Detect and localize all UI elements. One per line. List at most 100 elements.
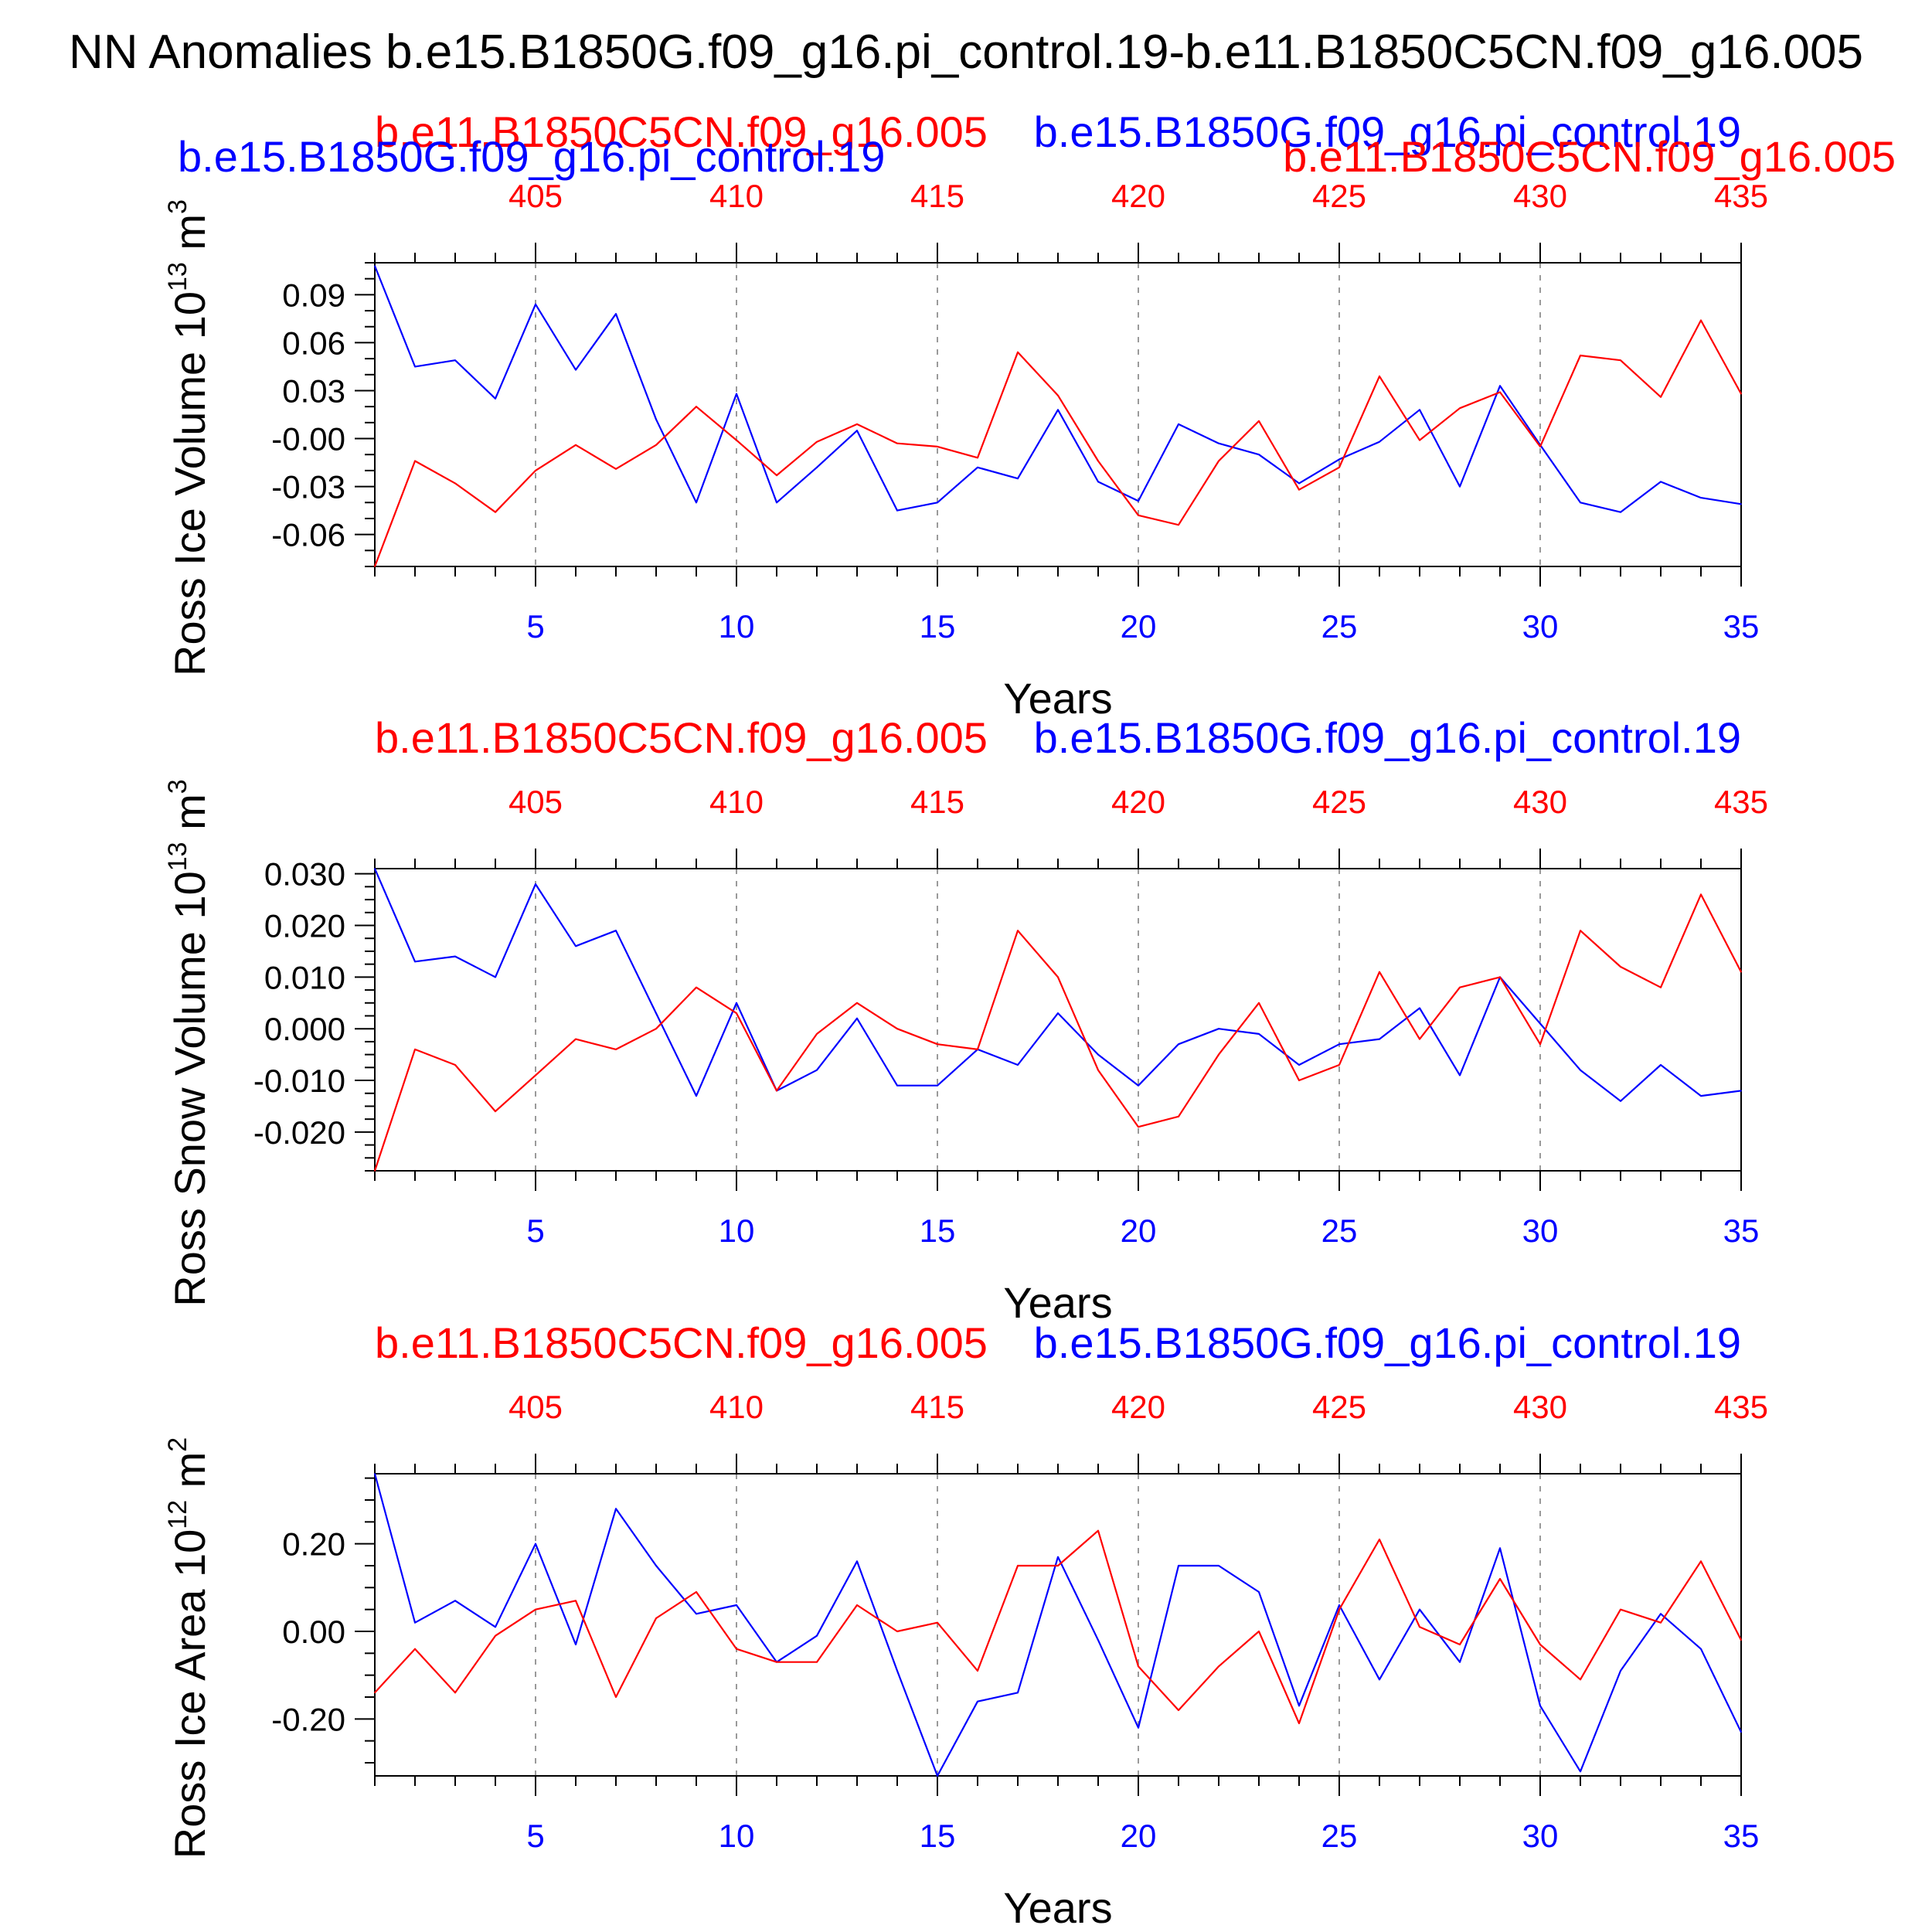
data-point [1057,394,1059,396]
data-point [1740,1090,1742,1092]
data-point [414,1621,416,1624]
data-point [696,502,697,504]
y-axis-label: Ross Ice Area 1012 m2 [163,1437,214,1859]
top-x-tick-label: 420 [1111,784,1165,820]
data-point [1499,1578,1501,1580]
x-tick-label: 5 [526,608,544,645]
top-x-tick-label: 415 [910,1389,964,1425]
data-point [1459,1074,1461,1077]
y-tick-label: 0.00 [282,1614,345,1650]
data-point [655,1012,657,1014]
data-point [495,398,496,400]
data-point [1258,1033,1260,1035]
x-tick-label: 25 [1321,1213,1358,1249]
plot-frame [374,1473,1742,1777]
data-point [736,393,737,395]
data-point [1419,439,1420,441]
data-point [1298,1723,1300,1724]
data-point [1539,1022,1541,1025]
page-title: NN Anomalies b.e15.B1850G.f09_g16.pi_con… [69,26,1863,79]
data-point [1580,1679,1581,1681]
data-point [696,406,697,407]
data-point [1138,1126,1139,1128]
y-tick-label: 0.030 [264,856,345,893]
data-point [414,1648,416,1650]
data-point [1419,1007,1420,1009]
data-point [1138,500,1139,502]
series-header-left: b.e11.B1850C5CN.f09_g16.005 [375,1318,988,1367]
data-point [1539,1644,1541,1645]
data-point [1379,1679,1380,1681]
top-x-tick-label: 425 [1312,784,1366,820]
data-point [977,466,978,468]
data-point [736,439,737,441]
data-point [615,1049,617,1050]
data-point [1620,966,1621,968]
series-line [373,265,1742,513]
top-x-tick-label: 410 [709,178,764,214]
data-point [1700,1560,1702,1563]
x-tick-label: 30 [1522,608,1559,645]
data-point [1700,1648,1702,1650]
top-x-tick-label: 430 [1513,784,1567,820]
top-x-tick-label: 405 [509,784,563,820]
data-point [1298,1064,1300,1066]
data-point [1298,482,1300,485]
data-point [374,868,376,869]
data-point [1258,1591,1260,1593]
data-point [1580,502,1581,504]
data-point [1419,1038,1420,1040]
data-point [535,1543,536,1545]
data-point [615,468,617,470]
data-point [615,930,617,932]
data-point [736,1648,737,1650]
data-point [495,511,496,513]
data-point [776,1090,777,1092]
chart-panel-3: -0.20 0.00 0.20 5 10 15 20 25 30 35 405 410 415 420 42… [163,1318,1768,1932]
x-tick-label: 15 [920,1818,956,1854]
data-point [1298,488,1300,491]
data-point [1178,1116,1179,1117]
data-point [575,369,577,371]
data-point [1017,352,1019,353]
data-point [1138,1665,1139,1668]
data-point [1580,1069,1581,1071]
data-point [1218,1053,1219,1056]
data-point [776,474,777,476]
data-point [1258,1631,1260,1632]
data-point [615,1696,617,1698]
x-tick-label: 35 [1723,1818,1760,1854]
data-point [856,1560,858,1563]
data-point [535,470,536,471]
data-point [1580,930,1581,932]
data-point [696,1613,697,1615]
data-point [655,1617,657,1619]
data-point [535,1074,536,1077]
data-point [1298,1080,1300,1081]
data-point [454,1692,456,1694]
data-point [1338,466,1340,468]
data-point [856,1002,858,1004]
data-point [374,265,376,267]
data-point [937,1621,938,1624]
data-point [1218,1028,1219,1029]
data-point [1379,376,1380,377]
data-point [495,1626,496,1628]
data-point [454,1600,456,1602]
chart-panel-2: -0.020 -0.010 0.000 0.010 0.020 0.030 5 10 15 20 2… [163,713,1768,1327]
data-point [374,1692,376,1694]
y-tick-label: -0.00 [271,421,345,457]
data-point [1580,1770,1581,1773]
series-line [373,319,1742,567]
x-axis-label: Years [1003,674,1112,723]
data-point [696,986,697,988]
data-point [414,366,416,368]
y-tick-label: 0.000 [264,1011,345,1047]
data-point [1660,1064,1662,1066]
data-point [1097,1069,1099,1071]
data-point [1017,1565,1019,1566]
data-point [816,1661,818,1663]
data-point [1620,1670,1621,1672]
data-point [1218,1665,1219,1668]
top-x-tick-label: 415 [910,178,964,214]
